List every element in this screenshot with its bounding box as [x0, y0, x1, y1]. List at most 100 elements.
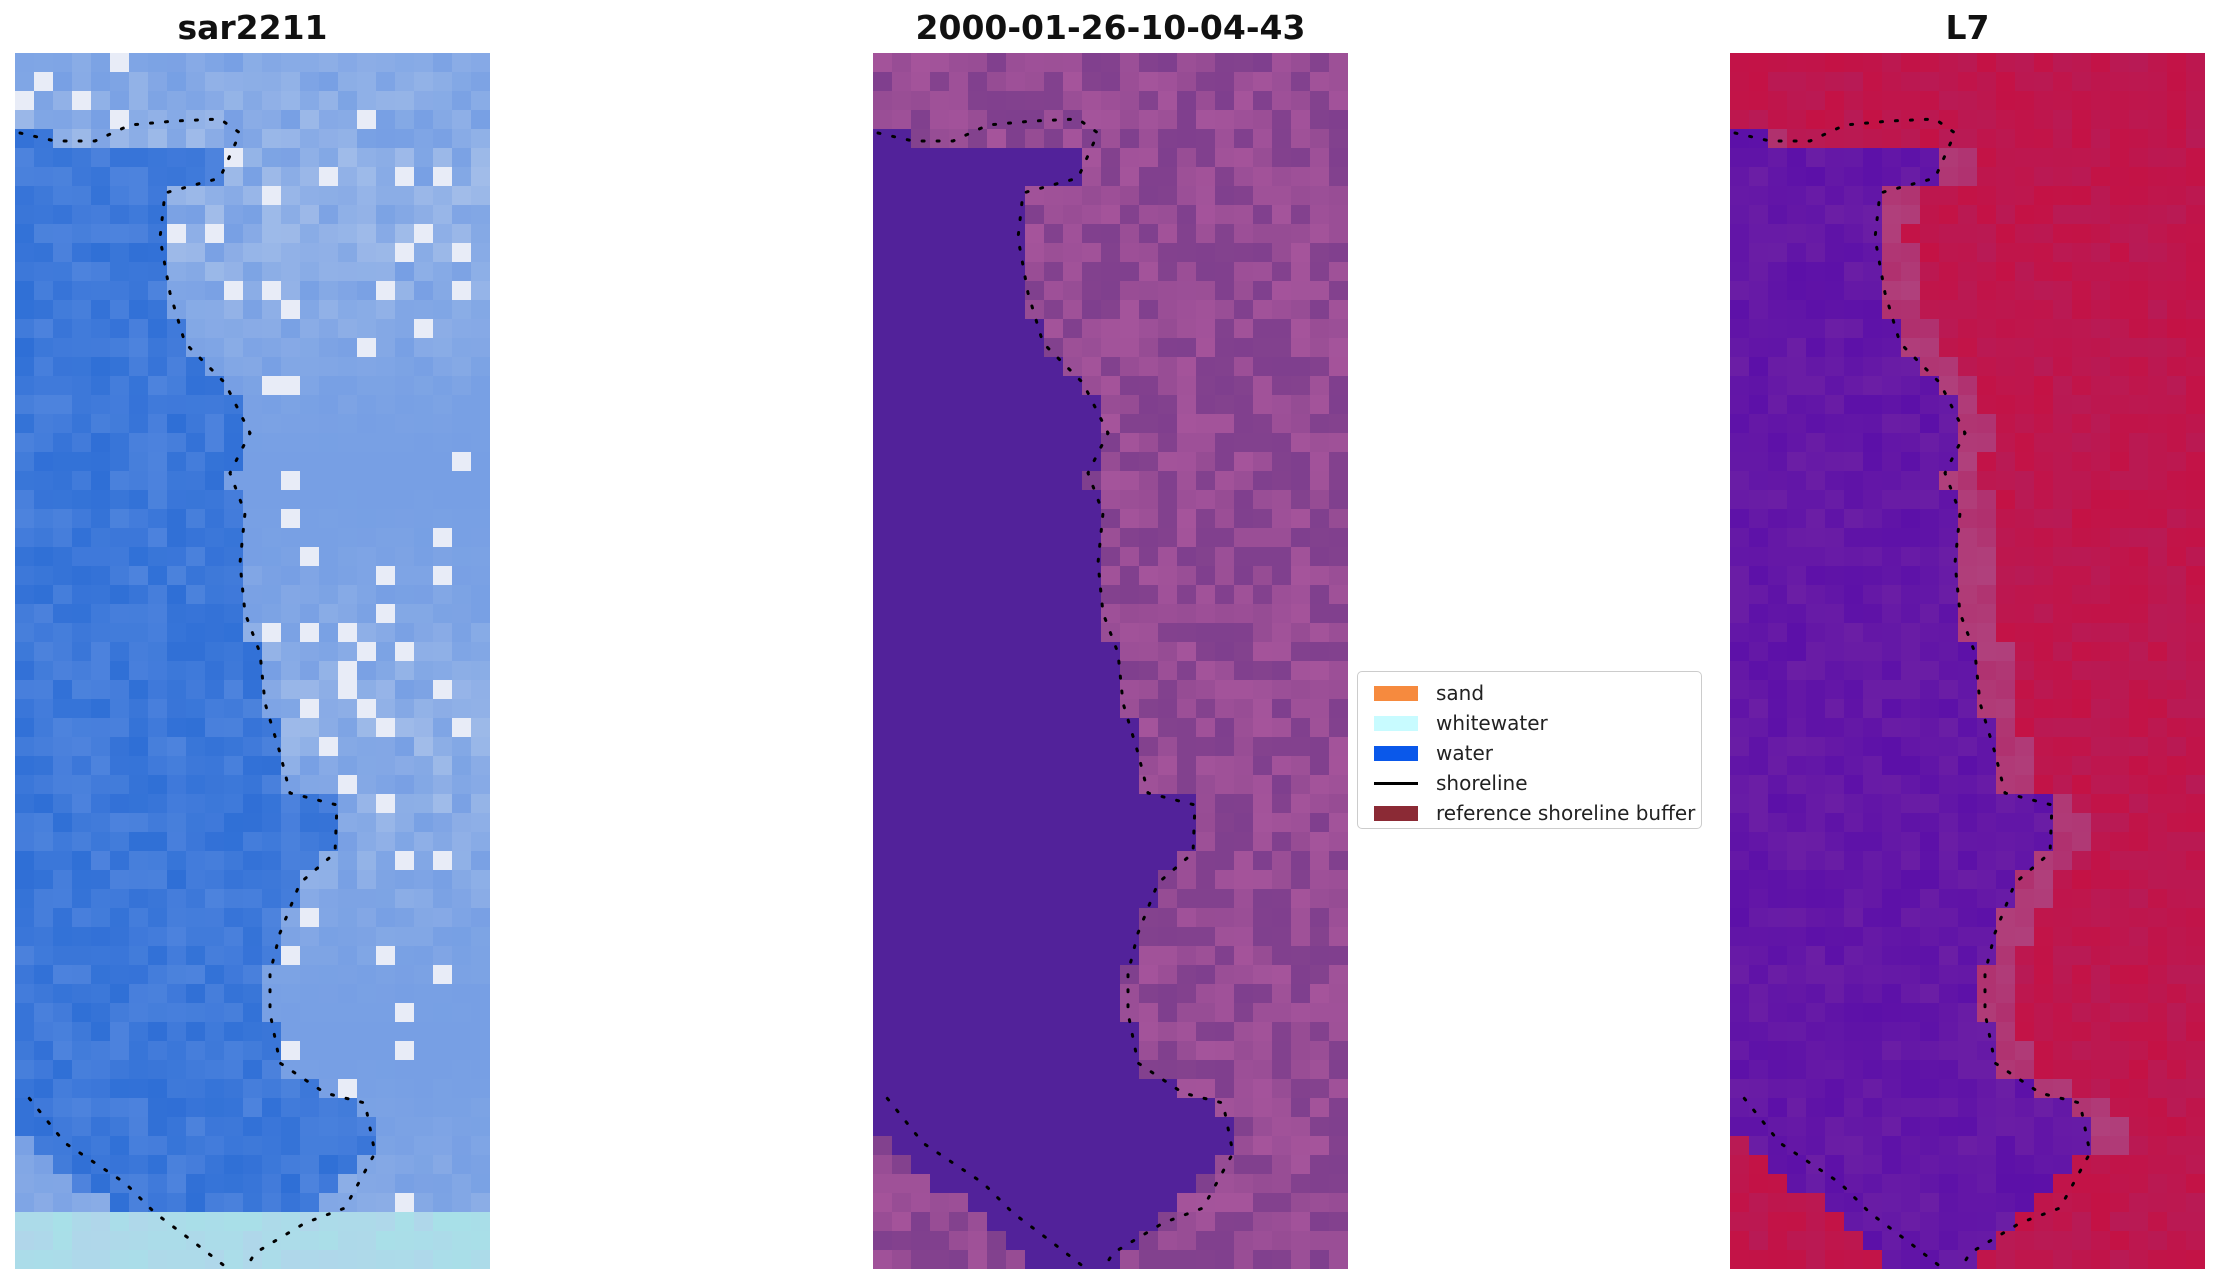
image-pixel [2091, 414, 2111, 434]
image-pixel [1768, 262, 1788, 282]
image-pixel [414, 908, 434, 928]
image-pixel [1063, 566, 1083, 586]
image-pixel [1158, 851, 1178, 871]
image-pixel [949, 509, 969, 529]
image-pixel [1253, 1174, 1273, 1194]
image-pixel [930, 832, 950, 852]
image-pixel [2110, 433, 2130, 453]
image-pixel [2167, 566, 2187, 586]
image-pixel [2110, 414, 2130, 434]
image-pixel [1863, 680, 1883, 700]
image-pixel [338, 908, 358, 928]
image-pixel [224, 433, 244, 453]
image-pixel [1730, 205, 1750, 225]
image-pixel [892, 110, 912, 130]
image-pixel [1901, 927, 1921, 947]
image-pixel [987, 357, 1007, 377]
image-pixel [2148, 338, 2168, 358]
image-pixel [262, 984, 282, 1004]
image-pixel [129, 1231, 149, 1251]
image-pixel [243, 813, 263, 833]
image-pixel [471, 623, 490, 643]
image-pixel [1806, 585, 1826, 605]
image-pixel [186, 338, 206, 358]
image-pixel [300, 642, 320, 662]
image-pixel [1768, 414, 1788, 434]
image-pixel [2091, 376, 2111, 396]
image-pixel [2072, 1022, 2092, 1042]
image-pixel [930, 281, 950, 301]
image-pixel [452, 300, 472, 320]
image-pixel [1158, 91, 1178, 111]
image-pixel [1996, 642, 2016, 662]
image-pixel [987, 509, 1007, 529]
image-pixel [1787, 1136, 1807, 1156]
image-pixel [1996, 414, 2016, 434]
image-pixel [949, 528, 969, 548]
image-pixel [2110, 338, 2130, 358]
image-pixel [1939, 471, 1959, 491]
image-pixel [224, 338, 244, 358]
image-pixel [1272, 1250, 1292, 1269]
image-pixel [338, 205, 358, 225]
image-pixel [1958, 205, 1978, 225]
image-pixel [414, 1231, 434, 1251]
image-pixel [1996, 813, 2016, 833]
image-pixel [1196, 1041, 1216, 1061]
image-pixel [2015, 72, 2035, 92]
image-pixel [1977, 851, 1997, 871]
image-pixel [1882, 889, 1902, 909]
image-pixel [186, 832, 206, 852]
image-pixel [1101, 319, 1121, 339]
image-pixel [357, 1117, 377, 1137]
image-pixel [1806, 566, 1826, 586]
image-pixel [1158, 1174, 1178, 1194]
image-pixel [949, 547, 969, 567]
image-pixel [148, 699, 168, 719]
image-pixel [1806, 433, 1826, 453]
image-pixel [15, 680, 35, 700]
image-pixel [1120, 224, 1140, 244]
image-pixel [1901, 585, 1921, 605]
image-pixel [452, 585, 472, 605]
image-pixel [205, 794, 225, 814]
image-pixel [1253, 414, 1273, 434]
image-pixel [1863, 813, 1883, 833]
image-pixel [1749, 1174, 1769, 1194]
image-pixel [34, 490, 54, 510]
image-pixel [357, 965, 377, 985]
image-pixel [300, 1041, 320, 1061]
image-pixel [1101, 433, 1121, 453]
image-pixel [471, 395, 490, 415]
image-pixel [1996, 452, 2016, 472]
image-pixel [949, 699, 969, 719]
image-pixel [1310, 319, 1330, 339]
image-pixel [2186, 1060, 2205, 1080]
image-pixel [452, 775, 472, 795]
image-pixel [2148, 1136, 2168, 1156]
image-pixel [2110, 794, 2130, 814]
image-pixel [1901, 946, 1921, 966]
image-pixel [2167, 1193, 2187, 1213]
image-pixel [129, 490, 149, 510]
image-pixel [1844, 471, 1864, 491]
image-pixel [2110, 1022, 2130, 1042]
image-pixel [1025, 965, 1045, 985]
image-pixel [2034, 1098, 2054, 1118]
image-pixel [262, 243, 282, 263]
image-pixel [91, 72, 111, 92]
image-pixel [1177, 908, 1197, 928]
image-pixel [1749, 984, 1769, 1004]
image-pixel [72, 509, 92, 529]
image-pixel [1329, 1003, 1348, 1023]
image-pixel [395, 452, 415, 472]
image-pixel [987, 1212, 1007, 1232]
image-pixel [319, 604, 339, 624]
image-pixel [167, 1250, 187, 1269]
image-pixel [2091, 889, 2111, 909]
image-pixel [224, 110, 244, 130]
image-pixel [34, 1117, 54, 1137]
image-pixel [395, 946, 415, 966]
image-pixel [129, 471, 149, 491]
image-pixel [319, 1231, 339, 1251]
